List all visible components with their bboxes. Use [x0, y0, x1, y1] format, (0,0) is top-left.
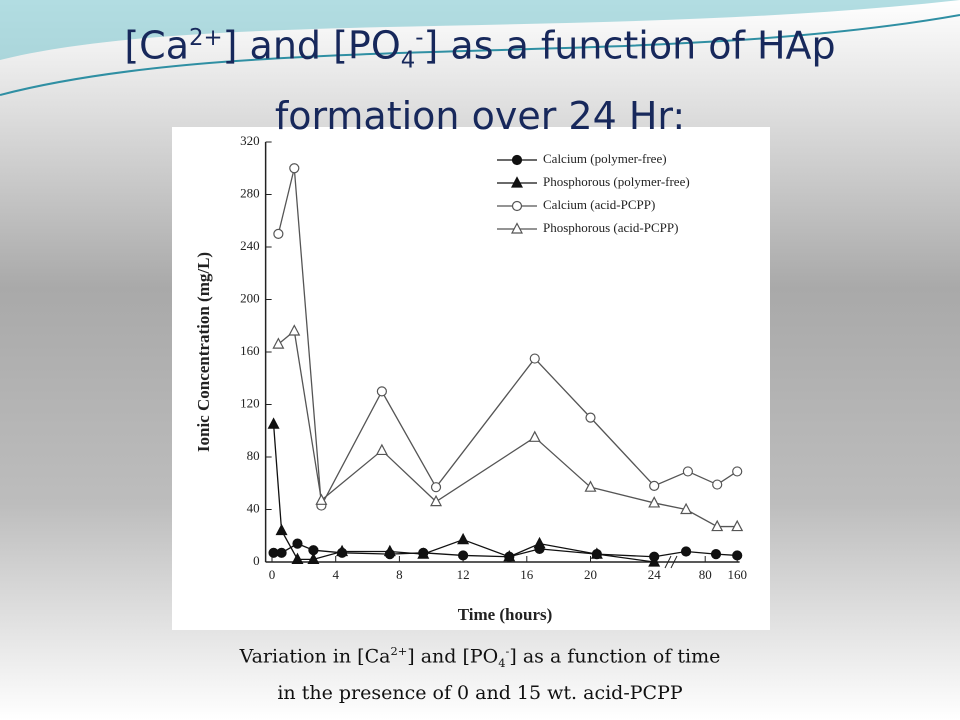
legend-label: Phosphorous (acid-PCPP)	[543, 220, 678, 235]
point	[457, 532, 470, 545]
legend-marker	[511, 154, 523, 166]
text-part: ] as a function of HAp formation over 24…	[274, 23, 836, 139]
point	[273, 228, 284, 239]
swoosh	[0, 0, 960, 60]
point	[711, 519, 724, 532]
point	[288, 324, 301, 336]
point	[503, 549, 516, 562]
point	[376, 386, 387, 397]
y-tick-label: 160	[240, 343, 260, 358]
x-tick-label: 0	[269, 567, 276, 582]
x-tick-label: 12	[457, 567, 470, 582]
point	[375, 443, 388, 456]
legend-marker	[511, 222, 523, 234]
x-tick-label: 160	[727, 567, 747, 582]
text-part: Variation in [Ca	[239, 645, 391, 668]
text-part: ] as a function of time	[509, 645, 721, 668]
y-tick-label: 200	[240, 290, 260, 305]
y-tick-label: 0	[253, 553, 260, 568]
caption-line: in the presence of 0 and 15 wt. acid-PCP…	[277, 682, 683, 705]
point	[307, 552, 320, 564]
point	[712, 479, 723, 490]
text-part: 2+	[390, 644, 408, 658]
x-tick-label: 24	[648, 567, 662, 582]
text-part: ] and [PO	[407, 645, 499, 668]
point	[276, 547, 287, 558]
slide-title: [Ca2+] and [PO4-] as a function of HAp f…	[50, 10, 910, 144]
text-part: -	[505, 644, 510, 658]
point	[585, 412, 596, 423]
point	[289, 163, 300, 174]
point	[291, 552, 304, 564]
legend-marker	[511, 200, 523, 212]
point	[648, 555, 661, 567]
x-tick-label: 16	[520, 567, 534, 582]
x-axis-label: Time (hours)	[458, 605, 553, 624]
series-line	[272, 424, 655, 563]
legend-label: Calcium (polymer-free)	[543, 151, 667, 166]
x-tick-label: 4	[332, 567, 339, 582]
y-axis-label: Ionic Concentration (mg/L)	[194, 252, 213, 452]
point	[590, 547, 603, 559]
caption-line: Variation in [Ca2+] and [PO4-] as a func…	[130, 636, 830, 678]
point	[336, 544, 349, 557]
point	[649, 480, 660, 491]
y-tick-label: 280	[240, 185, 260, 200]
text-part: 4	[498, 656, 506, 671]
point	[267, 417, 280, 429]
legend-marker	[511, 176, 523, 188]
point	[417, 547, 430, 559]
axis-break	[670, 555, 678, 569]
caption: Variation in [Ca2+] and [PO4-] as a func…	[130, 636, 830, 708]
point	[458, 550, 469, 561]
chart-panel	[172, 127, 770, 630]
point	[528, 430, 541, 442]
point	[731, 519, 744, 532]
legend-label: Calcium (acid-PCPP)	[543, 197, 655, 212]
point	[430, 482, 442, 493]
point	[315, 493, 328, 505]
x-tick-label: 80	[699, 567, 712, 582]
point	[584, 480, 597, 492]
point	[292, 538, 303, 549]
point	[272, 337, 285, 349]
point	[732, 466, 743, 477]
axis-break	[664, 555, 672, 569]
point	[680, 502, 693, 515]
x-tick-label: 20	[584, 567, 597, 582]
point	[710, 549, 722, 560]
text-part: 2+	[189, 25, 223, 51]
y-tick-label: 320	[240, 133, 260, 148]
point	[680, 546, 692, 557]
point	[529, 353, 540, 364]
x-tick-label: 8	[396, 567, 403, 582]
point	[430, 494, 443, 507]
text-part: -	[415, 25, 424, 51]
point	[533, 536, 546, 549]
point	[383, 544, 396, 557]
y-tick-label: 240	[240, 238, 260, 253]
point	[275, 523, 288, 536]
point	[648, 496, 661, 508]
legend-label: Phosphorous (polymer-free)	[543, 174, 690, 189]
point	[682, 466, 693, 477]
y-tick-label: 80	[247, 448, 260, 463]
point	[732, 550, 743, 561]
swoosh-line	[0, 14, 960, 96]
y-tick-label: 40	[247, 500, 260, 515]
text-part: ] and [PO	[222, 23, 401, 68]
text-part: 4	[400, 47, 416, 74]
y-tick-label: 120	[240, 395, 260, 410]
text-part: [Ca	[124, 23, 190, 68]
